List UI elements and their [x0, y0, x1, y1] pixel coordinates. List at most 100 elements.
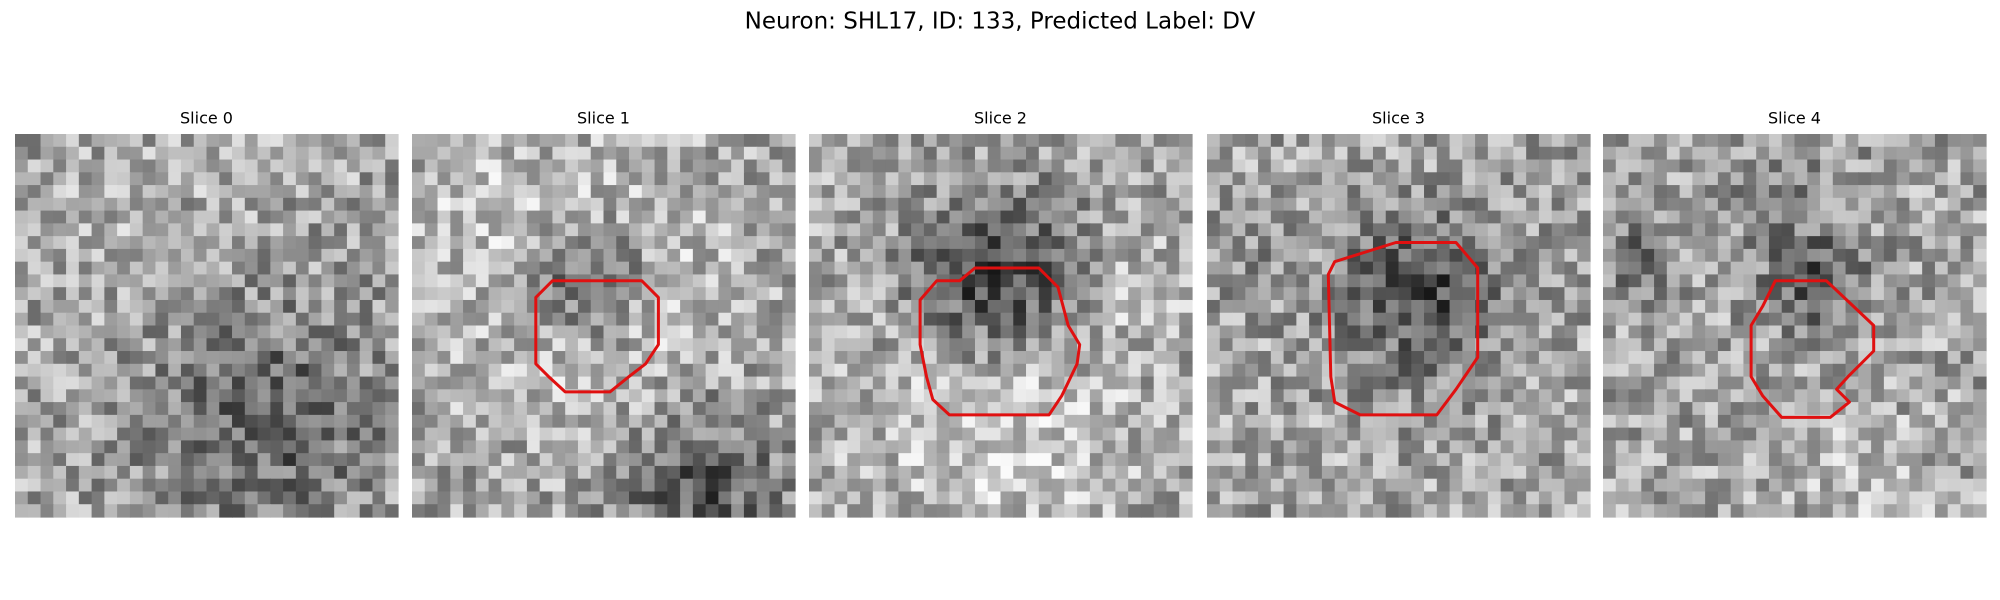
pixel: [603, 172, 617, 186]
pixel: [1730, 287, 1745, 301]
pixel: [1666, 210, 1681, 224]
pixel: [821, 197, 836, 212]
pixel: [1449, 185, 1463, 199]
pixel: [1360, 159, 1374, 173]
pixel: [526, 299, 541, 314]
pixel: [1577, 427, 1591, 441]
pixel: [488, 287, 502, 301]
pixel: [1717, 478, 1732, 493]
pixel: [1500, 172, 1514, 186]
pixel: [974, 134, 989, 148]
pixel: [475, 478, 490, 493]
pixel: [1102, 223, 1116, 237]
pixel: [1756, 440, 1770, 454]
pixel: [1487, 427, 1502, 441]
pixel: [962, 389, 976, 403]
pixel: [1258, 491, 1272, 505]
pixel: [526, 274, 541, 288]
pixel: [450, 274, 464, 288]
pixel: [1038, 159, 1053, 173]
pixel: [117, 223, 131, 237]
pixel: [206, 427, 220, 441]
pixel: [756, 248, 771, 263]
pixel: [1462, 312, 1476, 327]
pixel: [412, 172, 426, 186]
pixel: [1666, 248, 1681, 263]
pixel: [1730, 236, 1745, 250]
pixel: [1794, 312, 1808, 327]
pixel: [1115, 210, 1129, 224]
pixel: [1219, 146, 1234, 161]
pixel: [731, 146, 745, 161]
pixel: [1153, 146, 1168, 161]
pixel: [129, 210, 144, 224]
pixel: [1245, 299, 1259, 314]
pixel: [1832, 274, 1847, 288]
pixel: [1245, 159, 1259, 173]
pixel: [206, 338, 220, 352]
pixel: [1947, 185, 1962, 199]
pixel: [860, 146, 874, 161]
pixel: [898, 427, 912, 441]
pixel: [514, 159, 528, 173]
pixel: [1245, 197, 1259, 212]
pixel: [1832, 325, 1847, 339]
pixel: [104, 261, 118, 276]
pixel: [731, 491, 745, 505]
pixel: [1973, 427, 1987, 441]
pixel: [232, 197, 246, 212]
pixel: [180, 274, 195, 288]
pixel: [206, 491, 220, 505]
pixel: [756, 236, 771, 250]
pixel: [66, 134, 80, 148]
pixel: [244, 414, 259, 429]
pixel: [552, 427, 566, 441]
pixel: [1909, 478, 1923, 493]
pixel: [718, 363, 732, 378]
pixel: [1807, 440, 1821, 454]
pixel: [987, 210, 1002, 224]
pixel: [1347, 478, 1361, 493]
pixel: [1730, 312, 1745, 327]
pixel: [1743, 440, 1757, 454]
pixel: [885, 261, 899, 276]
pixel: [718, 389, 732, 403]
pixel: [565, 376, 579, 390]
pixel: [743, 185, 758, 199]
pixel: [142, 134, 157, 148]
pixel: [949, 223, 963, 237]
pixel: [168, 299, 182, 314]
pixel: [1166, 478, 1180, 493]
pixel: [731, 134, 745, 148]
pixel: [244, 210, 259, 224]
pixel: [334, 491, 348, 505]
pixel: [501, 478, 515, 493]
pixel: [385, 478, 399, 493]
pixel: [923, 351, 938, 365]
pixel: [1820, 312, 1834, 327]
pixel: [359, 376, 374, 390]
pixel: [667, 274, 681, 288]
pixel: [1922, 287, 1936, 301]
pixel: [257, 465, 271, 480]
pixel: [1140, 134, 1155, 148]
pixel: [1883, 236, 1898, 250]
pixel: [359, 478, 374, 493]
pixel: [1832, 414, 1847, 429]
pixel: [1768, 197, 1783, 212]
pixel: [1077, 427, 1091, 441]
pixel: [1564, 248, 1578, 263]
pixel: [1807, 453, 1821, 467]
pixel: [450, 210, 464, 224]
pixel: [385, 287, 399, 301]
pixel: [193, 338, 208, 352]
pixel: [667, 236, 681, 250]
pixel: [1679, 248, 1693, 263]
pixel: [1089, 185, 1104, 199]
pixel: [475, 185, 490, 199]
pixel: [936, 261, 951, 276]
pixel: [372, 491, 386, 505]
pixel: [834, 274, 848, 288]
pixel: [603, 325, 617, 339]
pixel: [142, 440, 157, 454]
